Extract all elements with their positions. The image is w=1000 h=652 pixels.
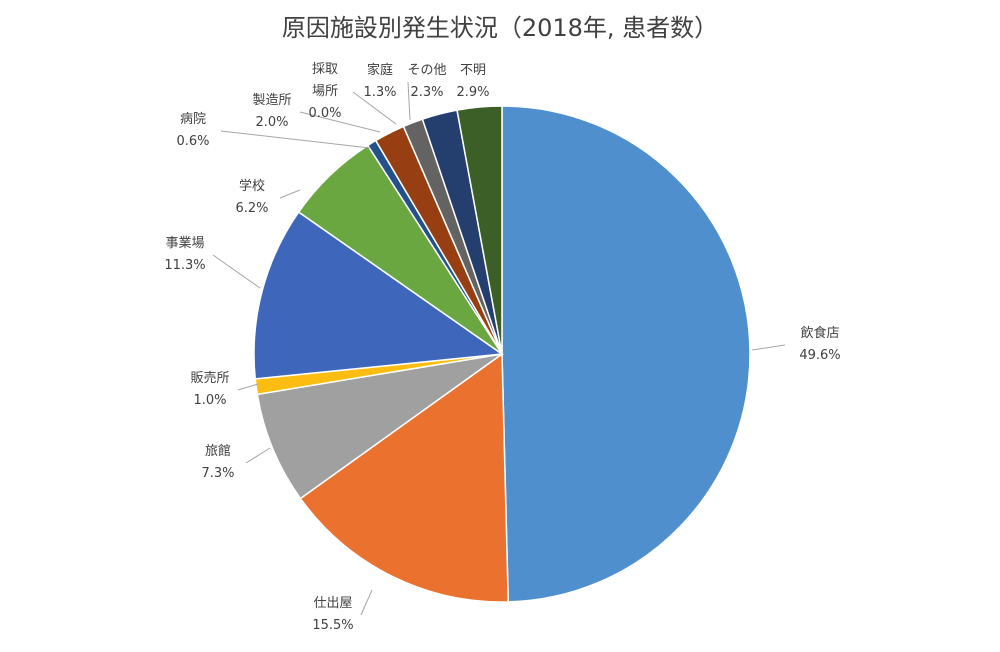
leader-line	[360, 589, 373, 616]
leader-line	[352, 91, 397, 125]
data-label: 仕出屋 15.5%	[312, 593, 353, 637]
category-label: 仕出屋	[313, 596, 353, 611]
data-label: 販売所 1.0%	[190, 368, 229, 412]
leader-line	[237, 383, 259, 391]
pie-slice	[501, 105, 751, 603]
data-label: 製造所 2.0%	[252, 90, 291, 134]
category-label: 製造所	[252, 93, 292, 108]
leader-line	[212, 254, 261, 289]
leader-line	[751, 344, 786, 351]
category-label: 飲食店	[800, 326, 840, 341]
data-label: 事業場 11.3%	[164, 233, 205, 277]
category-label: 販売所	[190, 371, 230, 386]
data-label: 旅館 7.3%	[201, 441, 234, 485]
data-label: 病院 0.6%	[176, 109, 209, 153]
category-label: 学校	[238, 179, 265, 194]
leader-line	[220, 130, 371, 149]
data-label: 飲食店 49.6%	[799, 323, 840, 367]
value-label: 1.3%	[363, 85, 397, 100]
value-label: 15.5%	[312, 618, 354, 633]
pie-slice	[256, 353, 503, 500]
value-label: 2.0%	[255, 115, 289, 130]
category-label: その他	[407, 63, 447, 78]
data-label: 学校 6.2%	[235, 176, 268, 220]
leader-line	[245, 447, 271, 464]
category-label: 事業場	[165, 236, 205, 251]
value-label: 0.6%	[176, 134, 210, 149]
leader-line	[299, 111, 381, 133]
category-label: 採取 場所	[311, 62, 338, 99]
value-label: 0.0%	[308, 106, 342, 121]
value-label: 2.3%	[410, 85, 444, 100]
value-label: 11.3%	[164, 258, 206, 273]
leader-line	[279, 189, 301, 199]
pie-slice	[456, 105, 503, 355]
data-label: 採取 場所 0.0%	[308, 59, 341, 125]
leader-line	[407, 81, 411, 121]
data-label: 不明 2.9%	[456, 60, 489, 104]
pie-slice	[253, 210, 505, 380]
chart-title: 原因施設別発生状況（2018年, 患者数）	[281, 14, 719, 42]
value-label: 7.3%	[201, 466, 235, 481]
category-label: 家庭	[366, 63, 393, 78]
value-label: 6.2%	[235, 201, 269, 216]
category-label: 病院	[179, 112, 206, 127]
value-label: 49.6%	[799, 348, 841, 363]
category-label: 不明	[459, 63, 486, 78]
value-label: 1.0%	[193, 393, 227, 408]
value-label: 2.9%	[456, 85, 490, 100]
data-label: その他 2.3%	[407, 60, 446, 104]
category-label: 旅館	[204, 444, 231, 459]
data-label: 家庭 1.3%	[363, 60, 396, 104]
pie-slice	[299, 352, 510, 603]
